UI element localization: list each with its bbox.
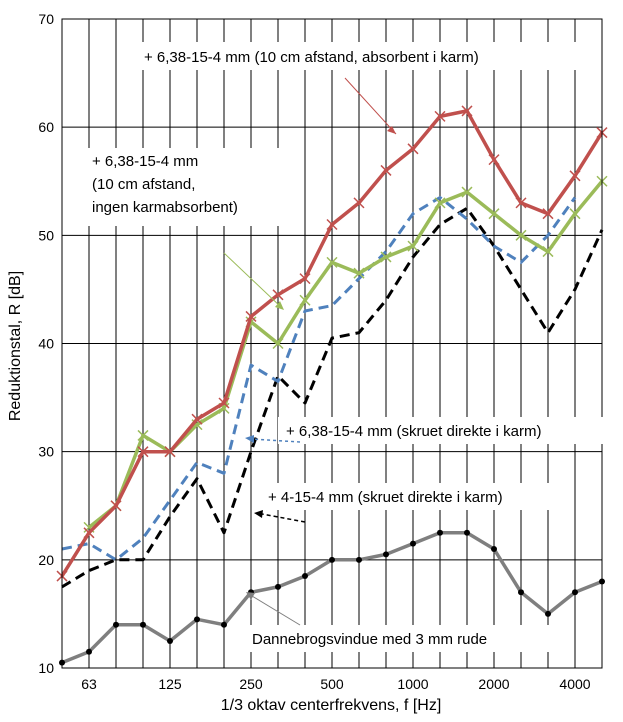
data-point-marker <box>86 648 92 655</box>
annotation-arrow <box>251 438 301 443</box>
x-tick-label: 500 <box>320 676 344 692</box>
data-point-marker <box>410 540 416 547</box>
annotation-arrow <box>223 252 283 309</box>
annotation-background <box>262 483 574 510</box>
data-point-marker <box>434 110 446 122</box>
annotation-absorbent-i-karm: + 6,38-15-4 mm (10 cm afstand, absorbent… <box>144 49 479 66</box>
y-tick-label: 30 <box>38 444 54 460</box>
annotation-ingen-karmabsorbent: + 6,38-15-4 mm (10 cm afstand, ingen karma… <box>92 153 238 216</box>
data-point-marker <box>437 529 443 536</box>
data-point-marker <box>275 583 281 590</box>
data-point-marker <box>245 310 257 322</box>
plot-frame <box>61 18 603 669</box>
series-line <box>61 196 577 562</box>
annotations: + 6,38-15-4 mm (10 cm afstand, absorbent… <box>88 42 614 652</box>
data-point-marker <box>356 556 362 563</box>
annotation-background <box>140 42 578 70</box>
x-tick-label: 4000 <box>559 676 590 692</box>
data-point-marker <box>569 208 581 220</box>
annotation-background <box>278 417 614 444</box>
data-point-marker <box>110 500 122 512</box>
data-point-marker <box>329 556 335 563</box>
data-point-marker <box>461 186 473 198</box>
y-tick-label: 50 <box>38 227 54 243</box>
data-point-marker <box>272 289 284 301</box>
data-point-marker <box>137 429 149 441</box>
data-point-marker <box>194 616 200 623</box>
data-point-marker <box>407 143 419 155</box>
series-line <box>61 206 604 589</box>
data-point-marker <box>461 105 473 117</box>
data-point-marker <box>380 251 392 263</box>
x-axis-title: 1/3 oktav centerfrekvens, f [Hz] <box>221 697 442 714</box>
annotation-background <box>246 625 564 652</box>
data-point-marker <box>383 551 389 558</box>
series-layer <box>56 105 608 666</box>
data-point-marker <box>515 197 527 209</box>
x-tick-label: 63 <box>81 676 97 692</box>
data-point-marker <box>572 589 578 596</box>
y-axis-title: Reduktionstal, R [dB] <box>7 271 24 421</box>
data-point-marker <box>464 529 470 536</box>
data-point-marker <box>137 446 149 458</box>
annotation-skruet-4-15-4: + 4-15-4 mm (skruet direkte i karm) <box>268 489 503 506</box>
data-point-marker <box>221 621 227 628</box>
series-1 <box>56 105 608 582</box>
annotation-arrowhead <box>387 126 396 134</box>
data-point-marker <box>140 621 146 628</box>
data-point-marker <box>113 621 119 628</box>
data-point-marker <box>488 208 500 220</box>
data-point-marker <box>299 294 311 306</box>
annotation-background <box>88 148 288 226</box>
data-point-marker <box>542 208 554 220</box>
data-point-marker <box>164 446 176 458</box>
data-point-marker <box>299 273 311 285</box>
data-point-marker <box>545 610 551 617</box>
y-tick-label: 10 <box>38 660 54 676</box>
annotation-arrowhead <box>245 435 254 443</box>
y-tick-label: 20 <box>38 552 54 568</box>
annotation-arrow <box>261 513 306 523</box>
data-point-marker <box>218 397 230 409</box>
annotation-arrow <box>251 595 301 626</box>
data-point-marker <box>488 154 500 166</box>
annotation-skruet-6-38: + 6,38-15-4 mm (skruet direkte i karm) <box>286 423 542 440</box>
tick-labels: 10 20 30 40 50 60 70 63 125 250 500 1000 2000 4000 <box>38 11 590 692</box>
data-point-marker <box>191 413 203 425</box>
annotation-arrow <box>344 77 397 135</box>
annotation-arrowhead <box>246 592 255 600</box>
data-point-marker <box>434 197 446 209</box>
data-point-marker <box>83 527 95 539</box>
data-point-marker <box>326 218 338 231</box>
data-point-marker <box>407 240 419 252</box>
annotation-dannebrogsvindue: Dannebrogsvindue med 3 mm rude <box>252 631 487 648</box>
data-point-marker <box>515 229 527 241</box>
data-point-marker <box>380 164 392 176</box>
data-point-marker <box>302 573 308 580</box>
data-point-marker <box>167 637 173 644</box>
y-tick-label: 40 <box>38 336 54 352</box>
x-tick-label: 1000 <box>397 676 428 692</box>
x-tick-label: 250 <box>239 676 263 692</box>
data-point-marker <box>353 197 365 209</box>
data-point-marker <box>491 546 497 553</box>
annotation-arrowhead <box>254 510 263 518</box>
data-point-marker <box>569 170 581 182</box>
data-point-marker <box>326 256 338 268</box>
series-4 <box>61 206 604 589</box>
x-tick-label: 125 <box>158 676 182 692</box>
data-point-marker <box>518 589 524 596</box>
gridlines <box>62 19 602 668</box>
data-point-marker <box>272 337 284 350</box>
annotation-arrowhead <box>275 301 284 310</box>
x-tick-label: 2000 <box>478 676 509 692</box>
series-3 <box>61 196 577 562</box>
data-point-marker <box>353 267 365 279</box>
y-tick-label: 70 <box>38 11 54 27</box>
data-point-marker <box>542 246 554 258</box>
y-tick-label: 60 <box>38 119 54 135</box>
